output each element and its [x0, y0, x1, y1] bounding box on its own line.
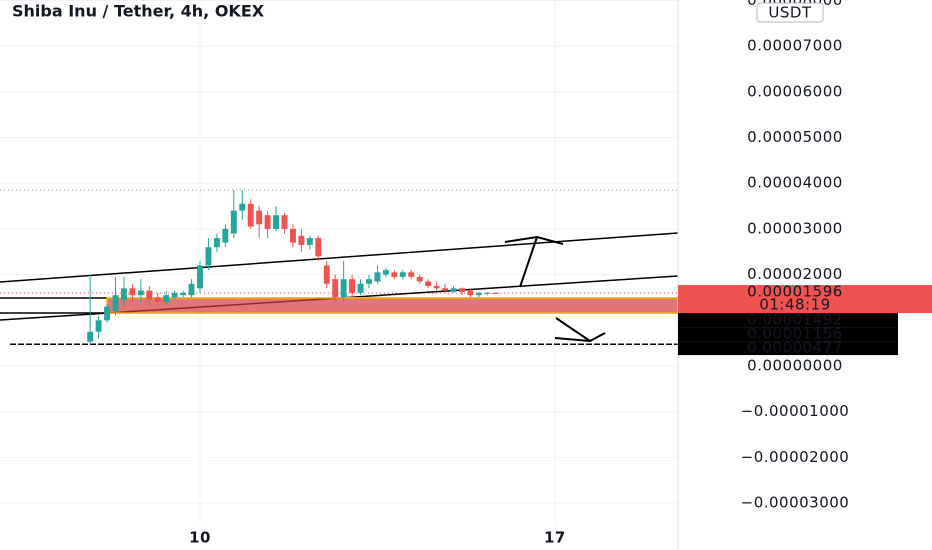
- last-price-box: [678, 285, 932, 314]
- candle-body: [315, 238, 322, 257]
- candle-body: [281, 215, 288, 229]
- candle-body: [180, 292, 187, 296]
- candle-body: [332, 279, 339, 298]
- grid: [0, 0, 678, 525]
- y-tick-label: 0.00005000: [747, 128, 843, 146]
- candle-body: [289, 228, 296, 243]
- y-tick-label: 0.00006000: [747, 82, 843, 100]
- candle-body: [87, 331, 94, 342]
- level-label: 0.00001156: [747, 325, 843, 343]
- level-box: [678, 327, 898, 342]
- candle-body: [306, 238, 313, 245]
- candle-body: [146, 290, 153, 300]
- candle-body: [408, 272, 415, 277]
- candle-body: [197, 265, 203, 289]
- candle-body: [391, 272, 398, 277]
- y-tick-label: −0.00002000: [741, 448, 850, 466]
- candle-body: [163, 295, 170, 303]
- candle-body: [171, 292, 178, 298]
- candle-body: [416, 276, 423, 282]
- candle-body: [222, 228, 229, 243]
- candle-body: [273, 215, 280, 229]
- candle-body: [129, 288, 136, 296]
- candle-body: [340, 279, 347, 298]
- arrow-down-head: [554, 332, 606, 343]
- candle-body: [366, 279, 372, 284]
- candle-body: [104, 306, 111, 321]
- candle-body: [154, 297, 161, 303]
- candle-body: [442, 288, 449, 291]
- candle-body: [120, 288, 127, 300]
- drawings: [0, 232, 679, 345]
- candle-body: [433, 286, 440, 289]
- candle-body: [205, 247, 212, 266]
- candle-body: [450, 288, 457, 292]
- unit-label: USDT: [768, 4, 812, 22]
- x-tick-label: 10: [189, 529, 211, 547]
- candles: [87, 190, 499, 344]
- y-tick-label: 0.00004000: [747, 174, 843, 192]
- chart-title: Shiba Inu / Tether, 4h, OKEX: [12, 2, 265, 21]
- candle-body: [425, 281, 432, 287]
- candle-body: [475, 292, 482, 296]
- level-box: [678, 313, 898, 328]
- candle-body: [399, 272, 406, 277]
- candle-body: [256, 210, 263, 225]
- y-tick-label: 0.00000000: [747, 356, 843, 374]
- candle-body: [323, 265, 330, 284]
- level-box: [678, 341, 898, 356]
- y-tick-label: −0.00003000: [741, 494, 850, 512]
- candle-body: [467, 290, 474, 296]
- candle-body: [382, 270, 389, 275]
- arrow-up: [519, 236, 538, 288]
- candle-body: [357, 283, 364, 293]
- candle-body: [374, 272, 381, 282]
- candle-body: [298, 235, 305, 245]
- candle-body: [137, 290, 144, 296]
- x-tick-label: 17: [544, 529, 566, 547]
- last-price-label: 0.00001596: [747, 283, 843, 301]
- y-tick-label: 0.00002000: [747, 265, 843, 283]
- level-label: 0.00001492: [747, 311, 843, 329]
- candle-body: [484, 292, 491, 294]
- candle-body: [264, 215, 271, 229]
- candle-body: [239, 203, 246, 211]
- arrow-down: [555, 317, 591, 342]
- candle-body: [188, 283, 195, 296]
- candle-body: [230, 210, 237, 234]
- y-tick-label: 0.00007000: [747, 37, 843, 55]
- y-tick-label: 0.00003000: [747, 219, 843, 237]
- candle-body: [349, 279, 356, 293]
- zone: [106, 297, 679, 314]
- candle-body: [213, 238, 220, 248]
- arrow-up-head: [504, 235, 564, 245]
- candle-body: [95, 320, 102, 332]
- candle-body: [492, 292, 499, 294]
- candle-body: [112, 295, 119, 312]
- candle-body: [247, 203, 254, 227]
- candle-body: [458, 288, 465, 292]
- countdown: 01:48:19: [759, 296, 830, 314]
- level-label: 0.00000477: [747, 339, 843, 357]
- channel-upper: [0, 232, 679, 283]
- unit-box: [756, 2, 824, 23]
- y-tick-label: −0.00001000: [741, 402, 850, 420]
